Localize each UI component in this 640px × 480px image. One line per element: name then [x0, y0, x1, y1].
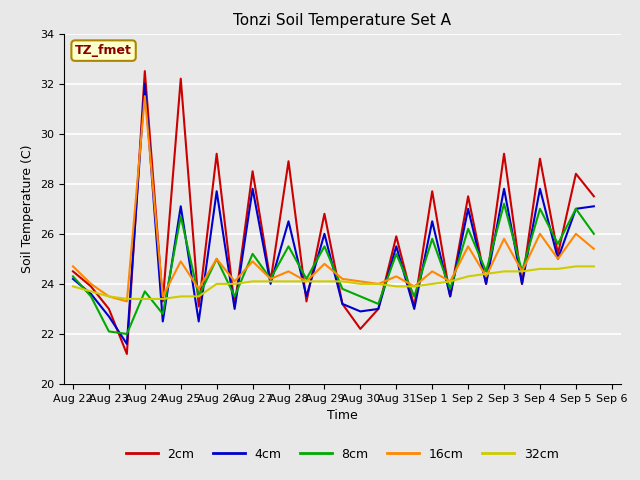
Legend: 2cm, 4cm, 8cm, 16cm, 32cm: 2cm, 4cm, 8cm, 16cm, 32cm: [122, 443, 563, 466]
Y-axis label: Soil Temperature (C): Soil Temperature (C): [22, 144, 35, 273]
X-axis label: Time: Time: [327, 409, 358, 422]
Title: Tonzi Soil Temperature Set A: Tonzi Soil Temperature Set A: [234, 13, 451, 28]
Text: TZ_fmet: TZ_fmet: [75, 44, 132, 57]
